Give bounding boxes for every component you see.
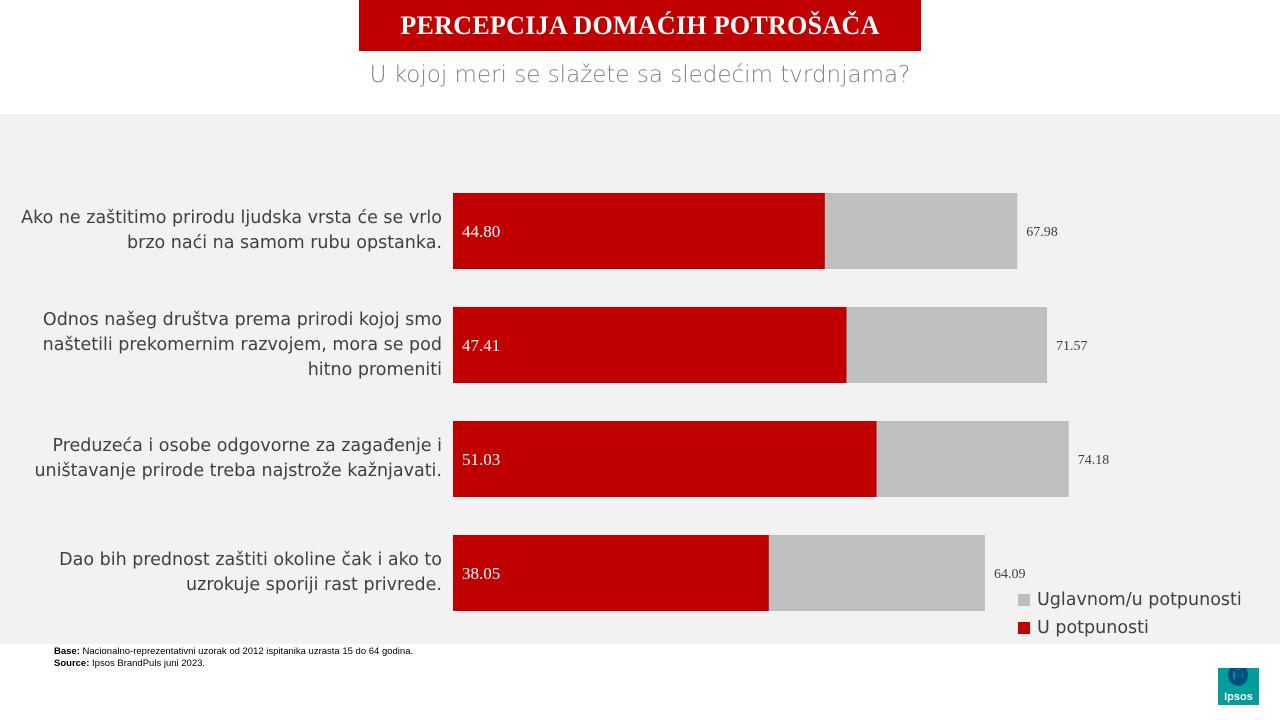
value-label-fully-3: 51.03 bbox=[462, 450, 500, 469]
value-label-fully-4: 38.05 bbox=[462, 564, 500, 583]
bar-fully-2 bbox=[453, 307, 847, 383]
legend-label-fully: U potpunosti bbox=[1037, 618, 1149, 638]
value-label-fully-1: 44.80 bbox=[462, 222, 500, 241]
category-label-2: Odnos našeg društva prema prirodi kojoj … bbox=[42, 309, 442, 380]
footnote-base: Base: Nacionalno-reprezentativni uzorak … bbox=[54, 646, 413, 658]
footnote-base-text: Nacionalno-reprezentativni uzorak od 201… bbox=[82, 646, 414, 657]
bar-fully-4 bbox=[453, 535, 769, 611]
footnote-source-text: Ipsos BrandPuls juni 2023. bbox=[92, 658, 206, 669]
legend-swatch-gray bbox=[1018, 594, 1030, 606]
bar-fully-1 bbox=[453, 193, 825, 269]
logo-text: Ipsos bbox=[1224, 691, 1253, 703]
value-label-mostly-2: 71.57 bbox=[1056, 339, 1088, 354]
value-label-mostly-4: 64.09 bbox=[994, 567, 1026, 582]
legend-item-mostly: Uglavnom/u potpunosti bbox=[1018, 590, 1242, 610]
footnote-source-label: Source: bbox=[54, 658, 90, 669]
category-label-1: Ako ne zaštitimo prirodu ljudska vrsta ć… bbox=[21, 208, 442, 253]
footnote-base-label: Base: bbox=[54, 646, 80, 657]
legend-item-fully: U potpunosti bbox=[1018, 618, 1149, 638]
page-title: PERCEPCIJA DOMAĆIH POTROŠAČA bbox=[400, 10, 880, 40]
category-label-4: Dao bih prednost zaštiti okoline čak i a… bbox=[59, 550, 442, 595]
ipsos-logo: Ipsos bbox=[1218, 668, 1259, 705]
page-subtitle: U kojoj meri se slažete sa sledećim tvrd… bbox=[369, 62, 911, 88]
value-label-mostly-3: 74.18 bbox=[1078, 453, 1110, 468]
value-label-fully-2: 47.41 bbox=[462, 336, 500, 355]
footnote-source: Source: Ipsos BrandPuls juni 2023. bbox=[54, 658, 205, 670]
category-label-3: Preduzeća i osobe odgovorne za zagađenje… bbox=[34, 436, 442, 481]
bar-fully-3 bbox=[453, 421, 877, 497]
title-banner: PERCEPCIJA DOMAĆIH POTROŠAČA bbox=[359, 0, 921, 51]
legend-swatch-red bbox=[1018, 622, 1030, 634]
value-label-mostly-1: 67.98 bbox=[1026, 225, 1058, 240]
legend-label-mostly: Uglavnom/u potpunosti bbox=[1037, 590, 1242, 610]
